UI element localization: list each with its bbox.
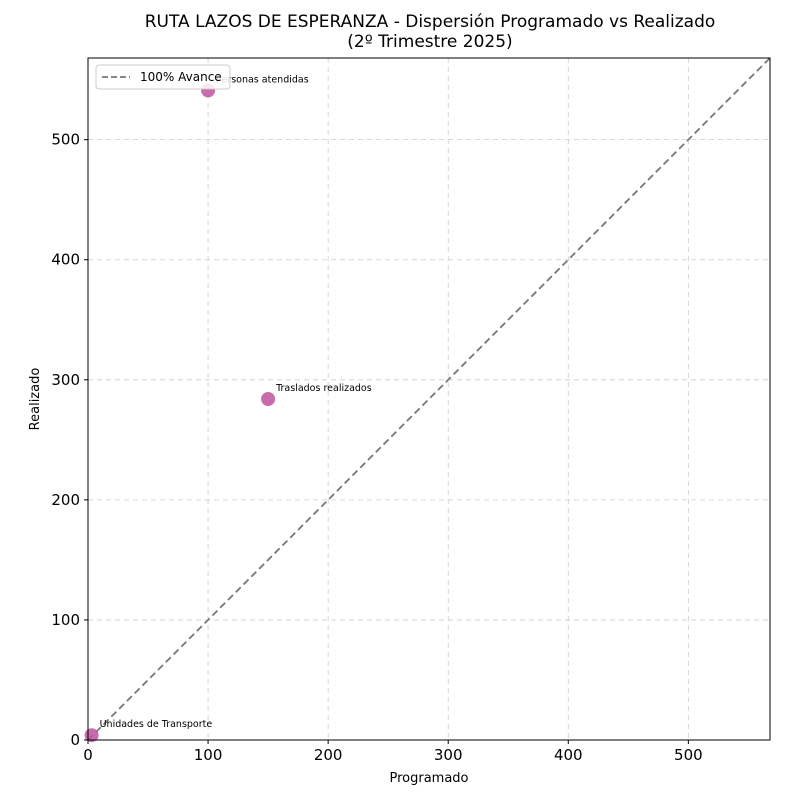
x-tick-label: 300 <box>434 746 463 764</box>
point-label: Traslados realizados <box>275 383 372 394</box>
x-tick-label: 500 <box>674 746 703 764</box>
x-axis-label: Programado <box>389 771 468 786</box>
x-tick-label: 100 <box>194 746 223 764</box>
legend-box <box>95 64 231 90</box>
chart-title-line1: RUTA LAZOS DE ESPERANZA - Dispersión Pro… <box>144 12 716 32</box>
reference-line-100 <box>87 57 771 741</box>
x-tick-label: 400 <box>554 746 583 764</box>
y-tick-label: 500 <box>51 131 80 149</box>
x-tick-label: 0 <box>83 746 93 764</box>
data-point <box>261 392 276 406</box>
y-axis-label: Realizado <box>28 368 43 431</box>
point-label: Unidades de Transporte <box>100 719 213 730</box>
chart-title-line2: (2º Trimestre 2025) <box>347 32 513 52</box>
legend-label: 100% Avance <box>140 70 222 84</box>
x-tick-label: 200 <box>314 746 343 764</box>
y-tick-label: 100 <box>51 611 80 629</box>
y-tick-label: 0 <box>70 731 80 749</box>
y-tick-label: 400 <box>51 251 80 269</box>
plot-frame <box>87 57 771 741</box>
chart-title: RUTA LAZOS DE ESPERANZA - Dispersión Pro… <box>0 12 800 52</box>
y-tick-label: 300 <box>51 371 80 389</box>
y-tick-label: 200 <box>51 491 80 509</box>
point-label: Personas atendidas <box>216 74 309 85</box>
